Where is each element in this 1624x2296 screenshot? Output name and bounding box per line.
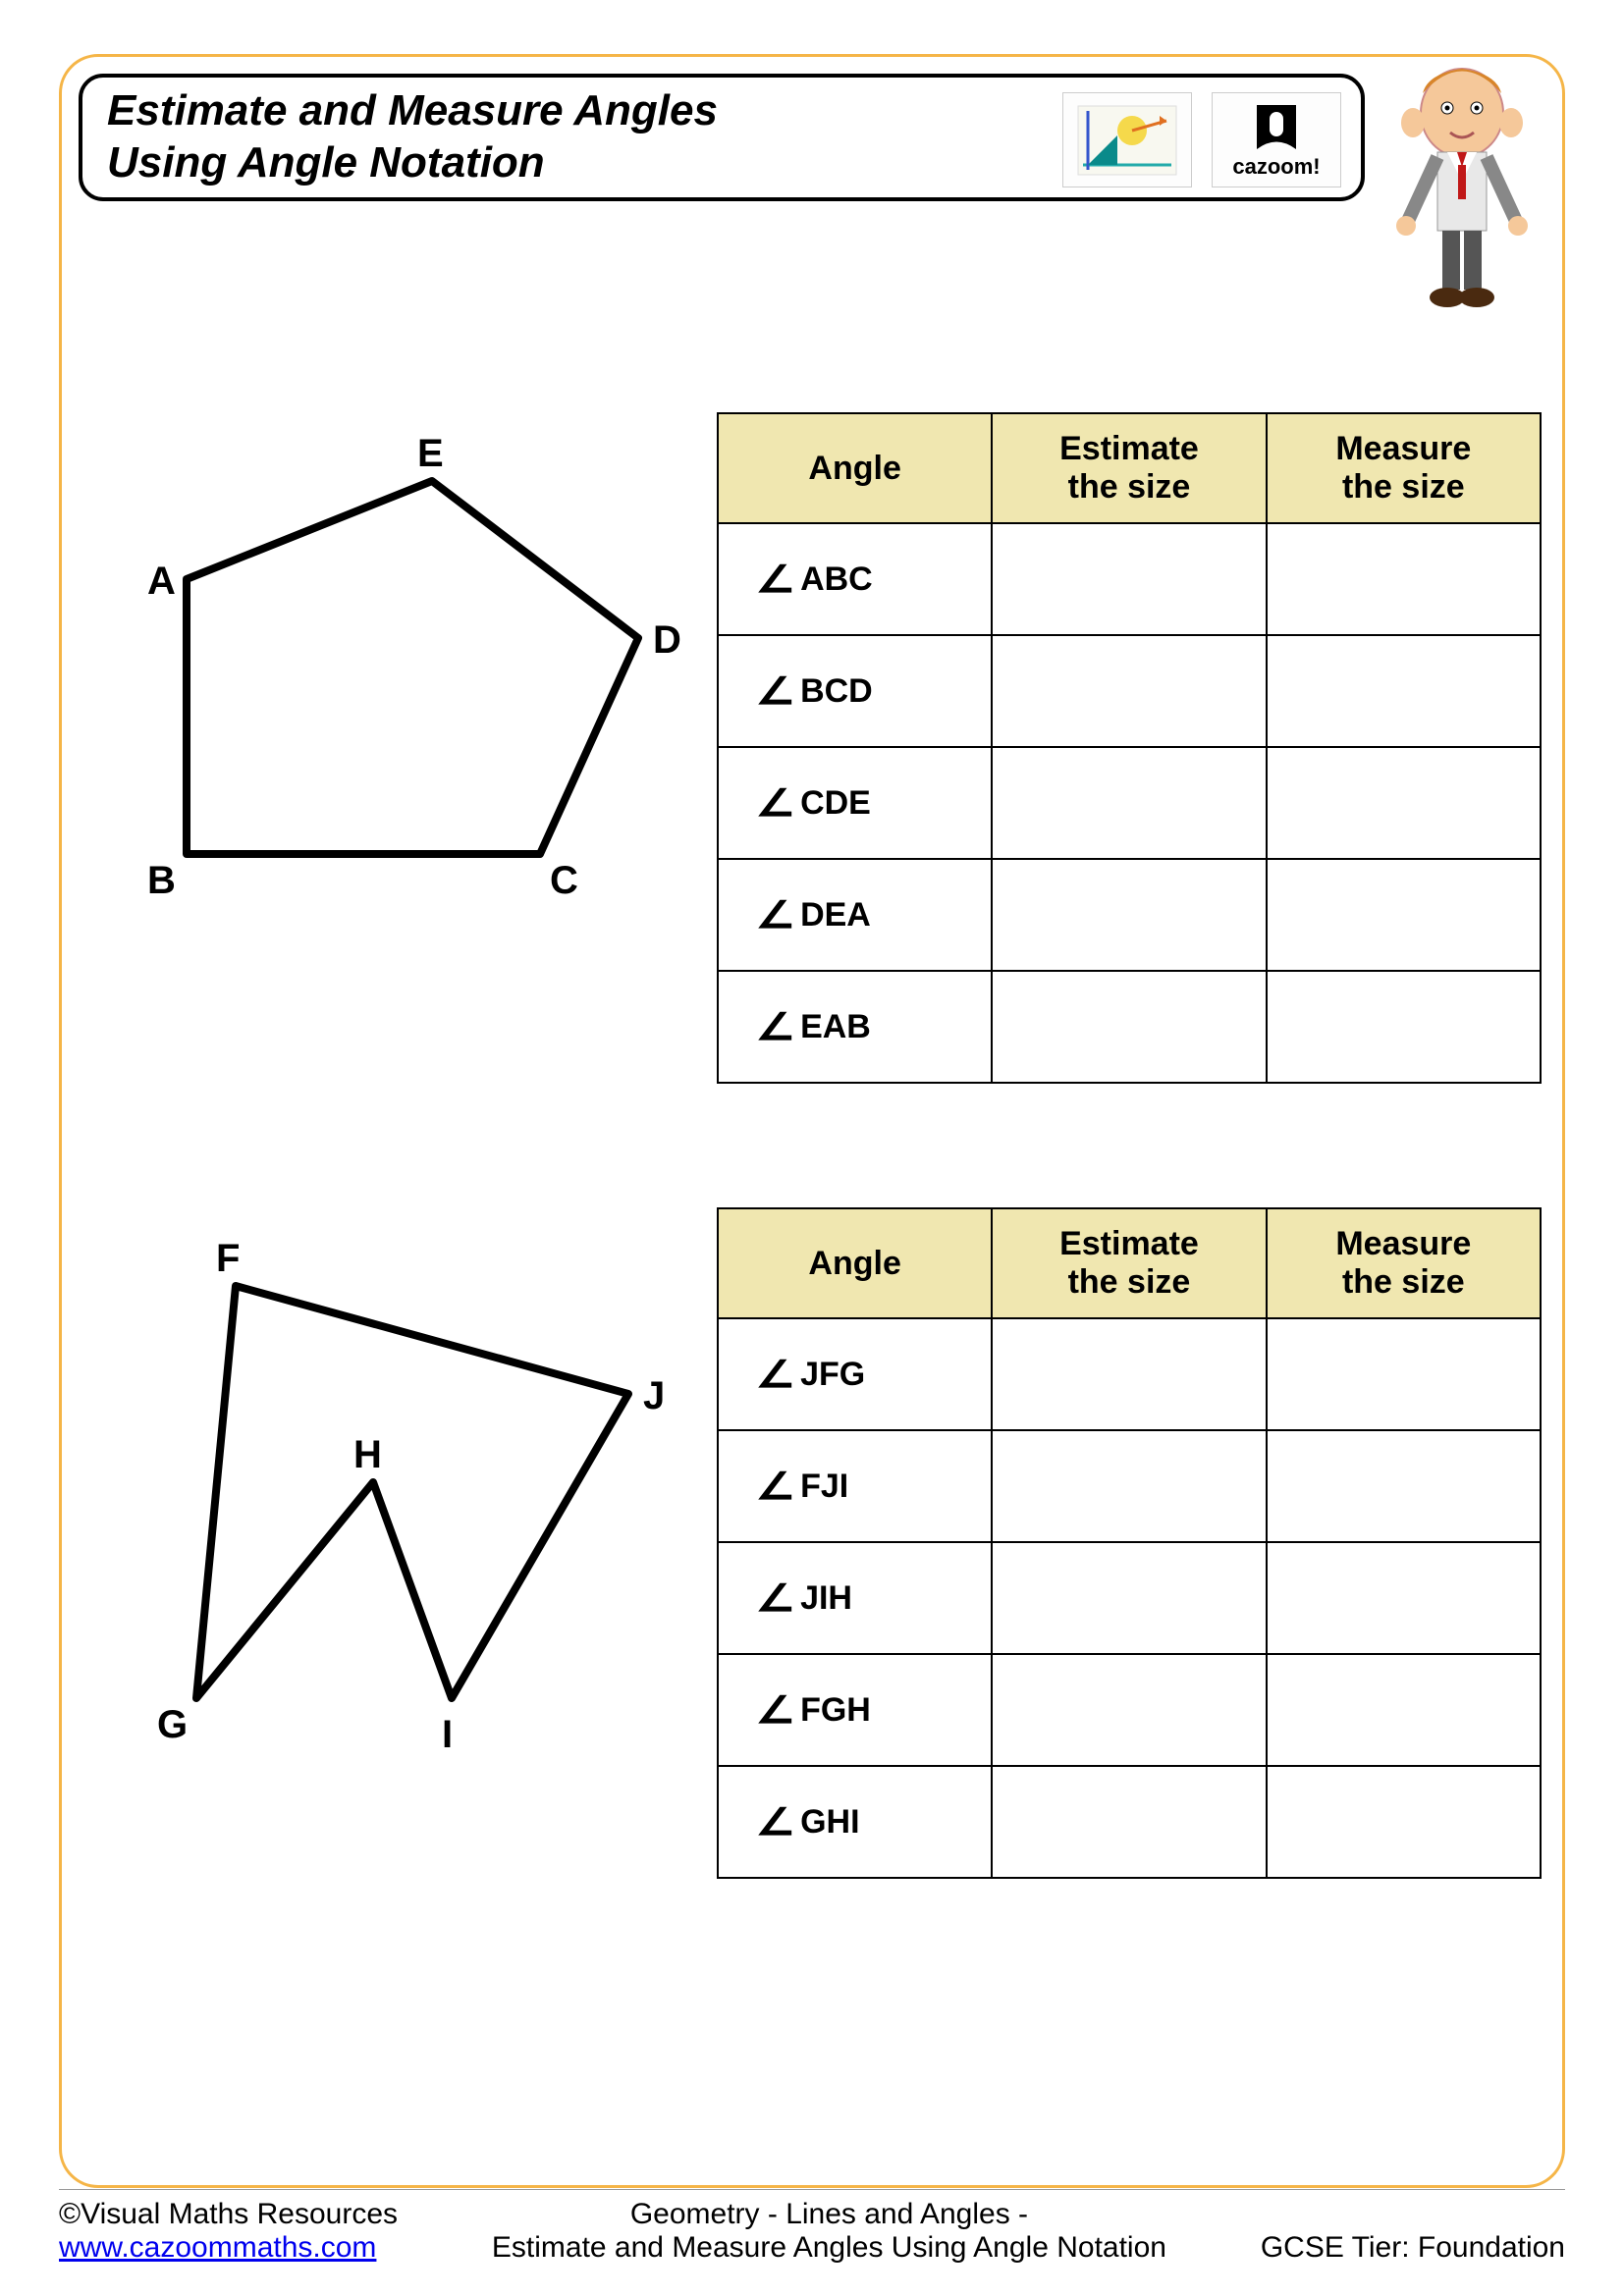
concave-diagram: F J I H G	[88, 1207, 677, 1796]
brand-text: cazoom!	[1232, 154, 1320, 180]
measure-cell[interactable]	[1267, 635, 1541, 747]
vertex-label-I: I	[442, 1713, 453, 1757]
section-2: F J I H G Angle Estimatethe size Measurethe …	[88, 1207, 1542, 1879]
page-title: Estimate and Measure Angles Using Angle …	[107, 85, 718, 189]
copyright-text: ©Visual Maths Resources	[59, 2198, 398, 2230]
angle-label: ∠JFG	[720, 1353, 990, 1397]
footer: ©Visual Maths Resources www.cazoommaths.…	[59, 2189, 1565, 2271]
title-bar: Estimate and Measure Angles Using Angle …	[79, 74, 1365, 201]
vertex-label-F: F	[216, 1237, 240, 1281]
col-header-measure: Measurethe size	[1267, 1208, 1541, 1318]
footer-right: GCSE Tier: Foundation	[1261, 2198, 1565, 2265]
footer-topic-2: Estimate and Measure Angles Using Angle …	[492, 2231, 1166, 2264]
measure-cell[interactable]	[1267, 971, 1541, 1083]
angle-label: ∠FGH	[720, 1688, 990, 1733]
table-row: ∠JIH	[718, 1542, 1541, 1654]
angle-table-2: Angle Estimatethe size Measurethe size ∠…	[717, 1207, 1542, 1879]
vertex-label-A: A	[147, 560, 176, 604]
vertex-label-E: E	[417, 432, 444, 476]
table-row: ∠ABC	[718, 523, 1541, 635]
angle-label: ∠FJI	[720, 1465, 990, 1509]
angle-label: ∠ABC	[720, 558, 990, 602]
header-icons: cazoom!	[1062, 92, 1341, 187]
estimate-cell[interactable]	[992, 1542, 1266, 1654]
footer-link[interactable]: www.cazoommaths.com	[59, 2231, 376, 2264]
col-header-estimate: Estimatethe size	[992, 413, 1266, 523]
vertex-label-J: J	[643, 1374, 665, 1418]
measure-cell[interactable]	[1267, 1766, 1541, 1878]
angle-table-1: Angle Estimatethe size Measurethe size ∠…	[717, 412, 1542, 1084]
col-header-angle: Angle	[718, 1208, 992, 1318]
table-row: ∠EAB	[718, 971, 1541, 1083]
angle-label: ∠BCD	[720, 669, 990, 714]
vertex-label-H: H	[353, 1433, 382, 1477]
measure-cell[interactable]	[1267, 1654, 1541, 1766]
estimate-cell[interactable]	[992, 635, 1266, 747]
title-line-1: Estimate and Measure Angles	[107, 86, 718, 134]
vertex-label-C: C	[550, 859, 578, 903]
estimate-cell[interactable]	[992, 1430, 1266, 1542]
measure-cell[interactable]	[1267, 1542, 1541, 1654]
estimate-cell[interactable]	[992, 859, 1266, 971]
title-line-2: Using Angle Notation	[107, 138, 545, 187]
mascot-icon	[1374, 54, 1550, 319]
table-row: ∠JFG	[718, 1318, 1541, 1430]
vertex-label-G: G	[157, 1703, 188, 1747]
col-header-angle: Angle	[718, 413, 992, 523]
table-row: ∠DEA	[718, 859, 1541, 971]
brand-logo: cazoom!	[1212, 92, 1341, 187]
graph-icon	[1062, 92, 1192, 187]
measure-cell[interactable]	[1267, 1430, 1541, 1542]
measure-cell[interactable]	[1267, 747, 1541, 859]
footer-center: Geometry - Lines and Angles - Estimate a…	[398, 2198, 1261, 2265]
estimate-cell[interactable]	[992, 1654, 1266, 1766]
estimate-cell[interactable]	[992, 523, 1266, 635]
col-header-estimate: Estimatethe size	[992, 1208, 1266, 1318]
section-1: A B C D E Angle Estimatethe size Measurethe …	[88, 412, 1542, 1084]
angle-label: ∠EAB	[720, 1005, 990, 1049]
table-row: ∠FGH	[718, 1654, 1541, 1766]
angle-label: ∠GHI	[720, 1800, 990, 1844]
measure-cell[interactable]	[1267, 859, 1541, 971]
vertex-label-B: B	[147, 859, 176, 903]
table-row: ∠FJI	[718, 1430, 1541, 1542]
estimate-cell[interactable]	[992, 1318, 1266, 1430]
table-row: ∠GHI	[718, 1766, 1541, 1878]
measure-cell[interactable]	[1267, 1318, 1541, 1430]
table-header-row: Angle Estimatethe size Measurethe size	[718, 1208, 1541, 1318]
angle-label: ∠JIH	[720, 1576, 990, 1621]
estimate-cell[interactable]	[992, 1766, 1266, 1878]
measure-cell[interactable]	[1267, 523, 1541, 635]
table-header-row: Angle Estimatethe size Measurethe size	[718, 413, 1541, 523]
pentagon-diagram: ABCDE	[88, 412, 677, 1001]
footer-topic-1: Geometry - Lines and Angles -	[630, 2198, 1028, 2230]
estimate-cell[interactable]	[992, 971, 1266, 1083]
footer-tier: GCSE Tier: Foundation	[1261, 2231, 1565, 2264]
worksheet-page: Estimate and Measure Angles Using Angle …	[0, 0, 1624, 2296]
estimate-cell[interactable]	[992, 747, 1266, 859]
table-row: ∠CDE	[718, 747, 1541, 859]
col-header-measure: Measurethe size	[1267, 413, 1541, 523]
table-row: ∠BCD	[718, 635, 1541, 747]
vertex-label-D: D	[653, 618, 681, 663]
angle-label: ∠DEA	[720, 893, 990, 937]
footer-left: ©Visual Maths Resources www.cazoommaths.…	[59, 2198, 398, 2265]
angle-label: ∠CDE	[720, 781, 990, 826]
